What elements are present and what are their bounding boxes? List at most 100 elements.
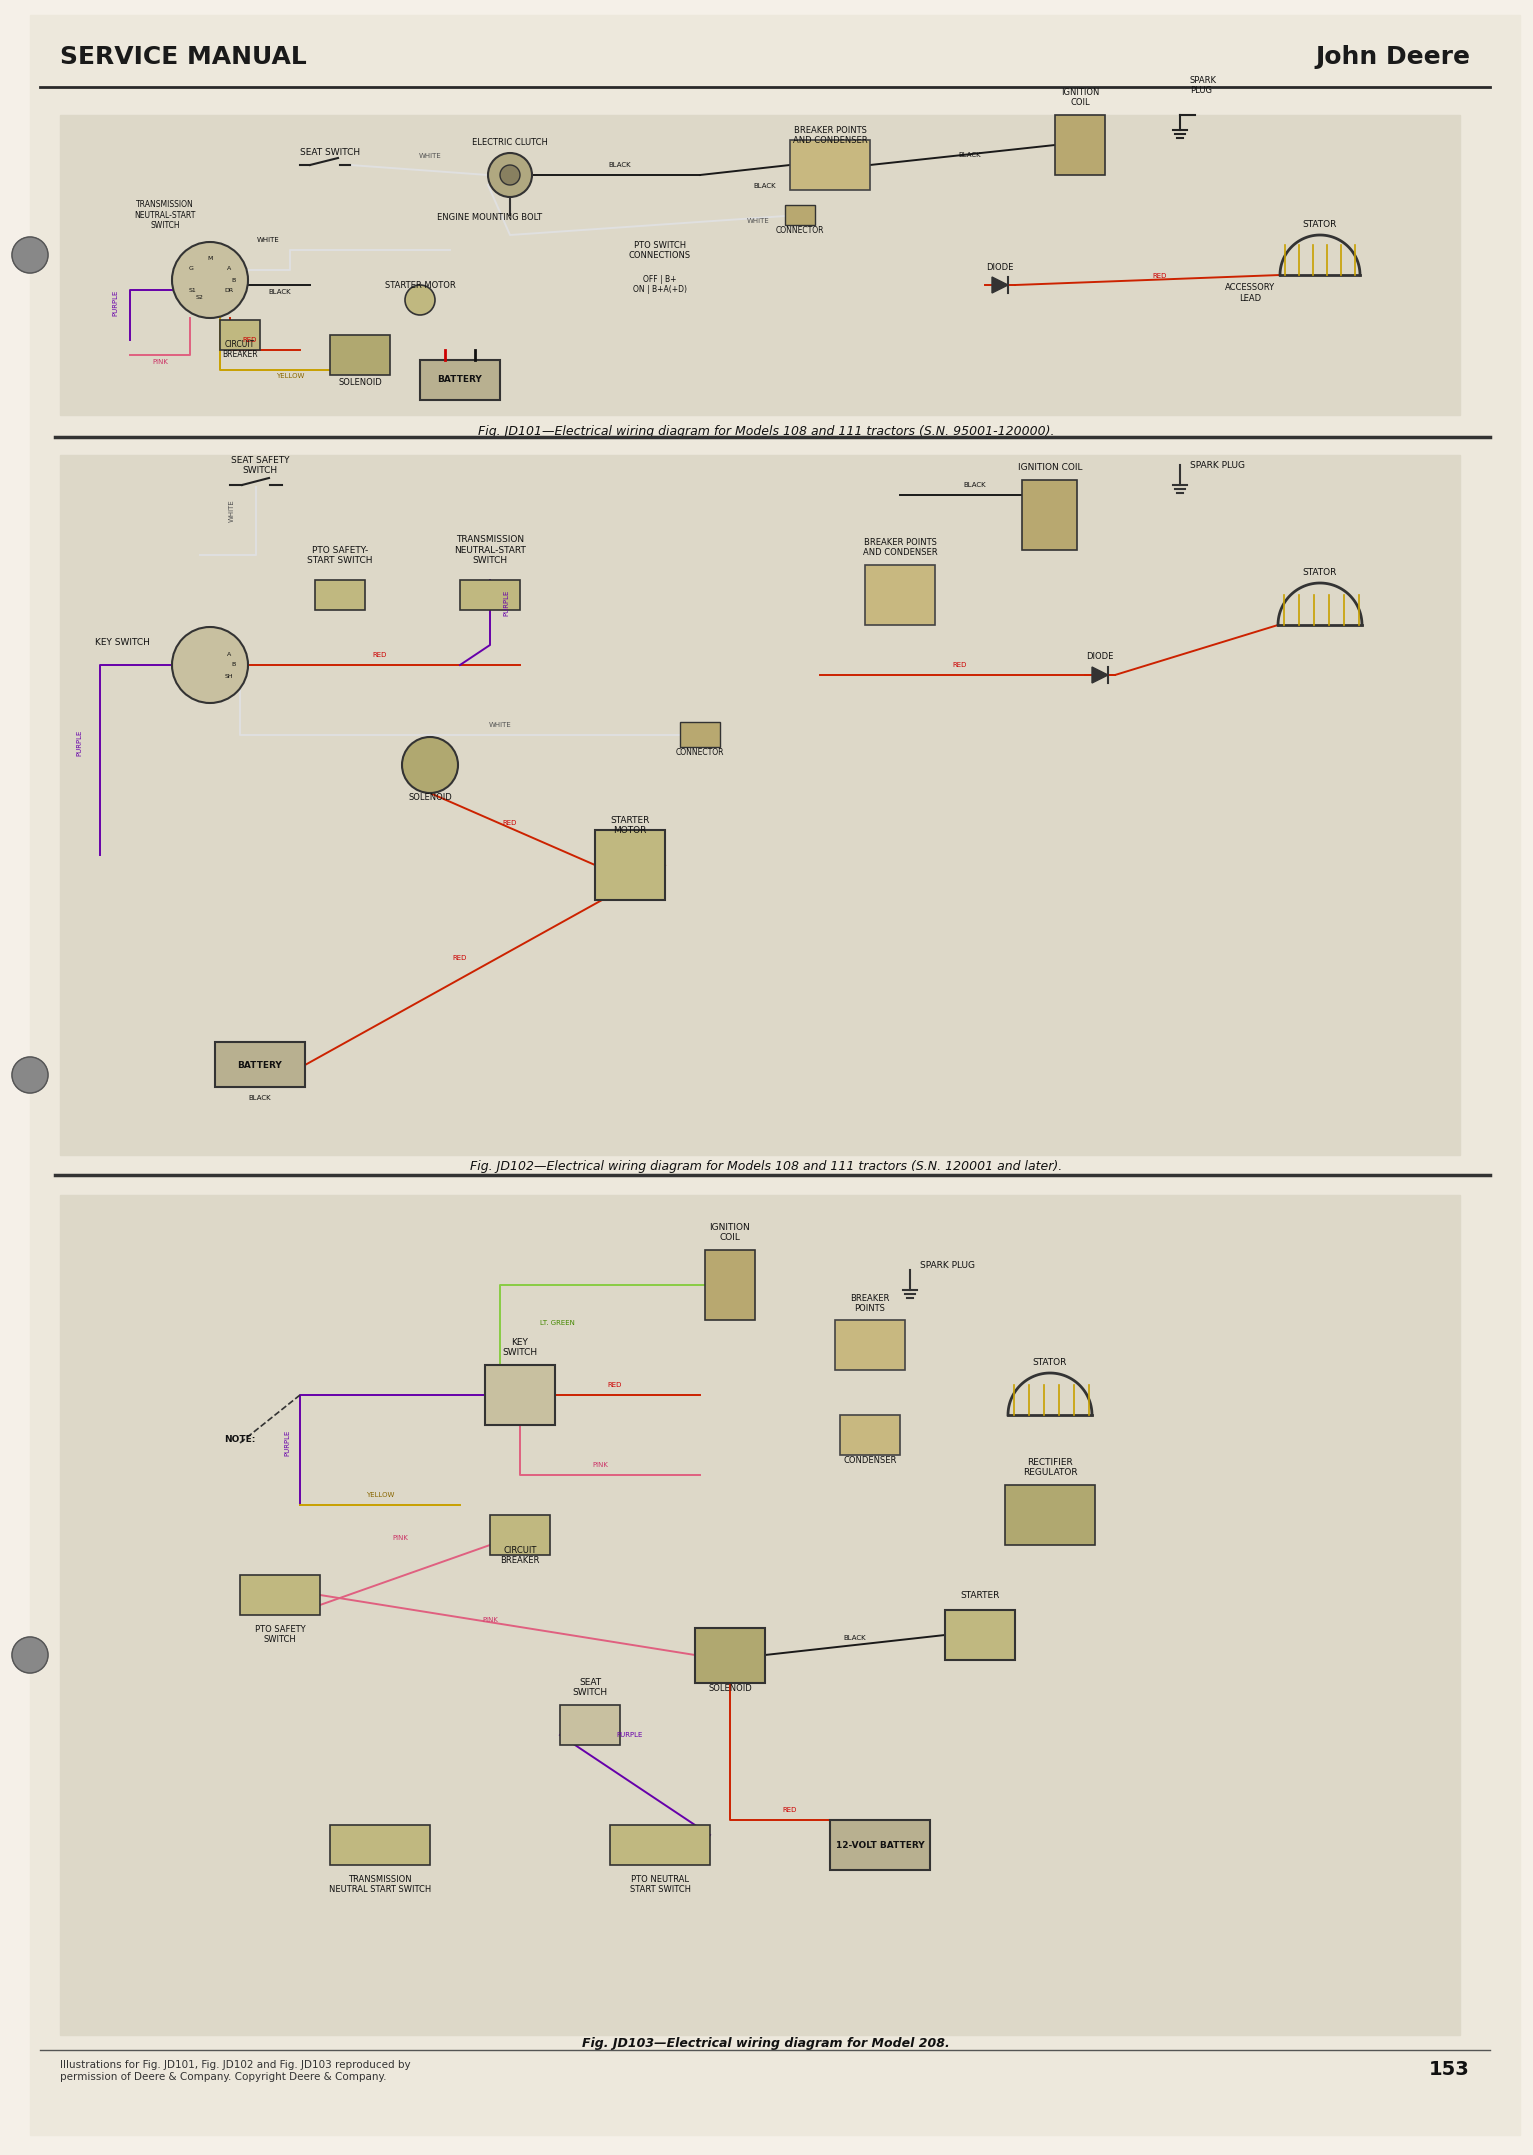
Bar bbox=[610, 1825, 710, 1864]
Text: RED: RED bbox=[783, 1808, 797, 1812]
Text: BLACK: BLACK bbox=[843, 1636, 866, 1640]
Text: RED: RED bbox=[373, 653, 388, 657]
Bar bbox=[420, 360, 500, 401]
Text: PURPLE: PURPLE bbox=[112, 289, 118, 317]
Circle shape bbox=[405, 284, 435, 315]
Text: BLACK: BLACK bbox=[754, 183, 776, 190]
Text: A: A bbox=[227, 651, 231, 657]
Text: SH: SH bbox=[225, 675, 233, 679]
Text: B: B bbox=[231, 278, 236, 282]
Bar bbox=[789, 140, 871, 190]
Text: SOLENOID: SOLENOID bbox=[708, 1683, 751, 1694]
Text: TRANSMISSION
NEUTRAL START SWITCH: TRANSMISSION NEUTRAL START SWITCH bbox=[330, 1875, 431, 1894]
Text: RED: RED bbox=[452, 955, 468, 961]
Text: BLACK: BLACK bbox=[609, 162, 632, 168]
Bar bbox=[484, 1364, 555, 1424]
Text: CONNECTOR: CONNECTOR bbox=[676, 748, 724, 756]
Text: ELECTRIC CLUTCH: ELECTRIC CLUTCH bbox=[472, 138, 547, 147]
Text: B: B bbox=[231, 662, 236, 668]
Text: M: M bbox=[207, 256, 213, 261]
Text: SEAT SAFETY
SWITCH: SEAT SAFETY SWITCH bbox=[231, 455, 290, 474]
Text: PTO SAFETY-
START SWITCH: PTO SAFETY- START SWITCH bbox=[307, 545, 373, 565]
Circle shape bbox=[500, 166, 520, 185]
Text: STARTER MOTOR: STARTER MOTOR bbox=[385, 280, 455, 291]
Text: PURPLE: PURPLE bbox=[77, 731, 81, 756]
Text: STATOR: STATOR bbox=[1033, 1358, 1067, 1366]
Text: RED: RED bbox=[1153, 274, 1167, 278]
Text: YELLOW: YELLOW bbox=[276, 373, 304, 379]
Text: BREAKER POINTS
AND CONDENSER: BREAKER POINTS AND CONDENSER bbox=[863, 537, 937, 556]
Text: ENGINE MOUNTING BOLT: ENGINE MOUNTING BOLT bbox=[437, 213, 543, 222]
Text: CONNECTOR: CONNECTOR bbox=[776, 226, 825, 235]
Text: STARTER
MOTOR: STARTER MOTOR bbox=[610, 815, 650, 834]
Bar bbox=[865, 565, 935, 625]
Polygon shape bbox=[1091, 668, 1108, 683]
Circle shape bbox=[172, 241, 248, 319]
Text: DIODE: DIODE bbox=[986, 263, 1013, 272]
Bar bbox=[560, 1705, 619, 1746]
Text: TRANSMISSION
NEUTRAL-START
SWITCH: TRANSMISSION NEUTRAL-START SWITCH bbox=[135, 200, 196, 231]
Text: ACCESSORY
LEAD: ACCESSORY LEAD bbox=[1225, 282, 1275, 302]
Bar bbox=[1006, 1485, 1095, 1545]
Circle shape bbox=[12, 1056, 48, 1093]
Text: SOLENOID: SOLENOID bbox=[339, 377, 382, 388]
Bar bbox=[840, 1416, 900, 1455]
Text: DIODE: DIODE bbox=[1087, 653, 1113, 662]
Circle shape bbox=[487, 153, 532, 196]
Bar bbox=[681, 722, 721, 748]
Text: ON | B+A(+D): ON | B+A(+D) bbox=[633, 284, 687, 293]
Text: AND CONDENSER: AND CONDENSER bbox=[793, 136, 868, 144]
Text: OFF | B+: OFF | B+ bbox=[644, 276, 676, 284]
Text: WHITE: WHITE bbox=[419, 153, 442, 159]
Text: S1: S1 bbox=[189, 287, 196, 293]
Circle shape bbox=[12, 237, 48, 274]
Text: CONDENSER: CONDENSER bbox=[843, 1457, 897, 1465]
Text: NOTE:: NOTE: bbox=[224, 1435, 256, 1444]
Text: CIRCUIT
BREAKER: CIRCUIT BREAKER bbox=[500, 1545, 540, 1565]
Text: PINK: PINK bbox=[392, 1534, 408, 1541]
Text: PINK: PINK bbox=[592, 1461, 609, 1468]
Text: G: G bbox=[189, 267, 193, 272]
Bar bbox=[694, 1627, 765, 1683]
Text: Fig. JD101—Electrical wiring diagram for Models 108 and 111 tractors (S.N. 95001: Fig. JD101—Electrical wiring diagram for… bbox=[478, 425, 1055, 437]
Text: WHITE: WHITE bbox=[747, 218, 770, 224]
Text: RED: RED bbox=[242, 336, 258, 343]
Text: Fig. JD102—Electrical wiring diagram for Models 108 and 111 tractors (S.N. 12000: Fig. JD102—Electrical wiring diagram for… bbox=[471, 1159, 1062, 1172]
Text: SOLENOID: SOLENOID bbox=[408, 793, 452, 802]
Text: A: A bbox=[227, 267, 231, 272]
Text: S2: S2 bbox=[196, 295, 204, 300]
Bar bbox=[705, 1250, 754, 1321]
Text: CIRCUIT
BREAKER: CIRCUIT BREAKER bbox=[222, 340, 258, 360]
Text: SPARK
PLUG: SPARK PLUG bbox=[1190, 75, 1217, 95]
Bar bbox=[314, 580, 365, 610]
Text: BREAKER
POINTS: BREAKER POINTS bbox=[851, 1293, 889, 1312]
Text: PURPLE: PURPLE bbox=[616, 1733, 644, 1737]
Text: PTO SAFETY
SWITCH: PTO SAFETY SWITCH bbox=[254, 1625, 305, 1644]
Text: PTO NEUTRAL
START SWITCH: PTO NEUTRAL START SWITCH bbox=[630, 1875, 690, 1894]
Text: BATTERY: BATTERY bbox=[437, 375, 483, 384]
Text: TRANSMISSION
NEUTRAL-START
SWITCH: TRANSMISSION NEUTRAL-START SWITCH bbox=[454, 534, 526, 565]
Text: WHITE: WHITE bbox=[228, 500, 235, 522]
Text: BATTERY: BATTERY bbox=[238, 1060, 282, 1069]
Text: BREAKER POINTS: BREAKER POINTS bbox=[794, 125, 866, 136]
Text: PURPLE: PURPLE bbox=[284, 1429, 290, 1457]
Text: 12-VOLT BATTERY: 12-VOLT BATTERY bbox=[835, 1840, 924, 1849]
Bar bbox=[785, 205, 816, 224]
Text: IGNITION
COIL: IGNITION COIL bbox=[710, 1222, 750, 1241]
Circle shape bbox=[402, 737, 458, 793]
Bar bbox=[221, 319, 261, 349]
Text: BLACK: BLACK bbox=[964, 483, 986, 487]
Text: Illustrations for Fig. JD101, Fig. JD102 and Fig. JD103 reproduced by
permission: Illustrations for Fig. JD101, Fig. JD102… bbox=[60, 2060, 411, 2082]
Text: SPARK PLUG: SPARK PLUG bbox=[1190, 461, 1245, 470]
Bar bbox=[460, 580, 520, 610]
Bar bbox=[241, 1575, 320, 1614]
Text: YELLOW: YELLOW bbox=[366, 1491, 394, 1498]
Circle shape bbox=[172, 627, 248, 703]
Text: 153: 153 bbox=[1429, 2060, 1470, 2080]
Text: STATOR: STATOR bbox=[1303, 220, 1337, 228]
Bar bbox=[835, 1321, 904, 1371]
Bar bbox=[944, 1610, 1015, 1659]
Text: RED: RED bbox=[954, 662, 967, 668]
Bar bbox=[330, 1825, 429, 1864]
Text: BLACK: BLACK bbox=[248, 1095, 271, 1101]
